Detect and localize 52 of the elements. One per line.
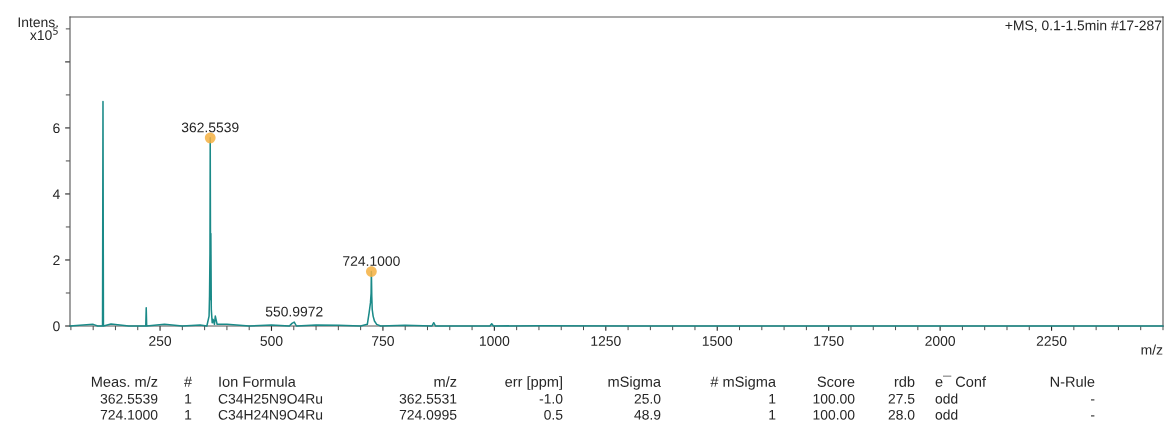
text: e¯ Conf <box>935 375 987 387</box>
text: m/z <box>434 376 457 387</box>
text: N-Rule <box>1050 376 1095 387</box>
y-tick-label: 0 <box>53 321 60 332</box>
text: odd <box>935 393 958 404</box>
text: 27.5 <box>888 393 915 404</box>
x-tick-label: 1000 <box>479 336 510 346</box>
text: 1 <box>769 394 776 404</box>
text: 100.00 <box>813 393 855 404</box>
text: 362.5531 <box>399 393 457 404</box>
x-tick-label: 750 <box>372 336 394 346</box>
annotation: +MS, 0.1-1.5min #17-287 <box>1005 20 1162 32</box>
text: 724.1000 <box>100 409 158 420</box>
text: 100.00 <box>813 409 855 420</box>
x-axis-title: m/z <box>1141 344 1163 355</box>
text: rdb <box>894 376 915 387</box>
text: Score <box>817 376 855 387</box>
text: # mSigma <box>710 376 776 390</box>
text: C34H25N9O4Ru <box>218 393 323 404</box>
x-tick-label: 2250 <box>1036 336 1067 346</box>
text: Ion Formula <box>219 376 296 387</box>
x-tick-label: 1500 <box>702 336 733 346</box>
annotation: 362.5539 <box>181 122 239 133</box>
text: # <box>184 376 192 387</box>
y-tick-label: 2 <box>53 255 60 266</box>
x-tick-label: 250 <box>149 336 172 346</box>
text: 1 <box>769 410 776 420</box>
text: -1.0 <box>539 393 563 404</box>
text: odd <box>935 409 958 420</box>
text: 0.5 <box>544 409 563 420</box>
text: 1 <box>185 394 192 404</box>
y-axis-title: Intens. x10$^{5}$ <box>18 17 58 41</box>
text: mSigma <box>608 376 661 390</box>
text: 25.0 <box>634 393 661 404</box>
text: 362.5539 <box>100 393 158 404</box>
y-tick-label: 6 <box>53 123 60 134</box>
text: 1 <box>185 410 192 420</box>
x-tick-label: 1750 <box>814 336 844 346</box>
text: - <box>1090 415 1095 417</box>
text: 48.9 <box>634 409 661 420</box>
text: err [ppm] <box>505 376 562 390</box>
y-tick-label: 4 <box>52 189 60 199</box>
text: - <box>1090 399 1095 401</box>
text: 724.0995 <box>399 409 457 420</box>
text: 28.0 <box>888 409 915 420</box>
x-tick-label: 2000 <box>925 336 956 346</box>
x-tick-label: 500 <box>260 336 283 346</box>
annotation: 724.1000 <box>343 256 400 267</box>
text: Meas. m/z <box>91 376 158 387</box>
annotation: 550.9972 <box>265 306 323 317</box>
text: C34H24N9O4Ru <box>218 409 323 420</box>
x-tick-label: 1250 <box>591 336 621 346</box>
